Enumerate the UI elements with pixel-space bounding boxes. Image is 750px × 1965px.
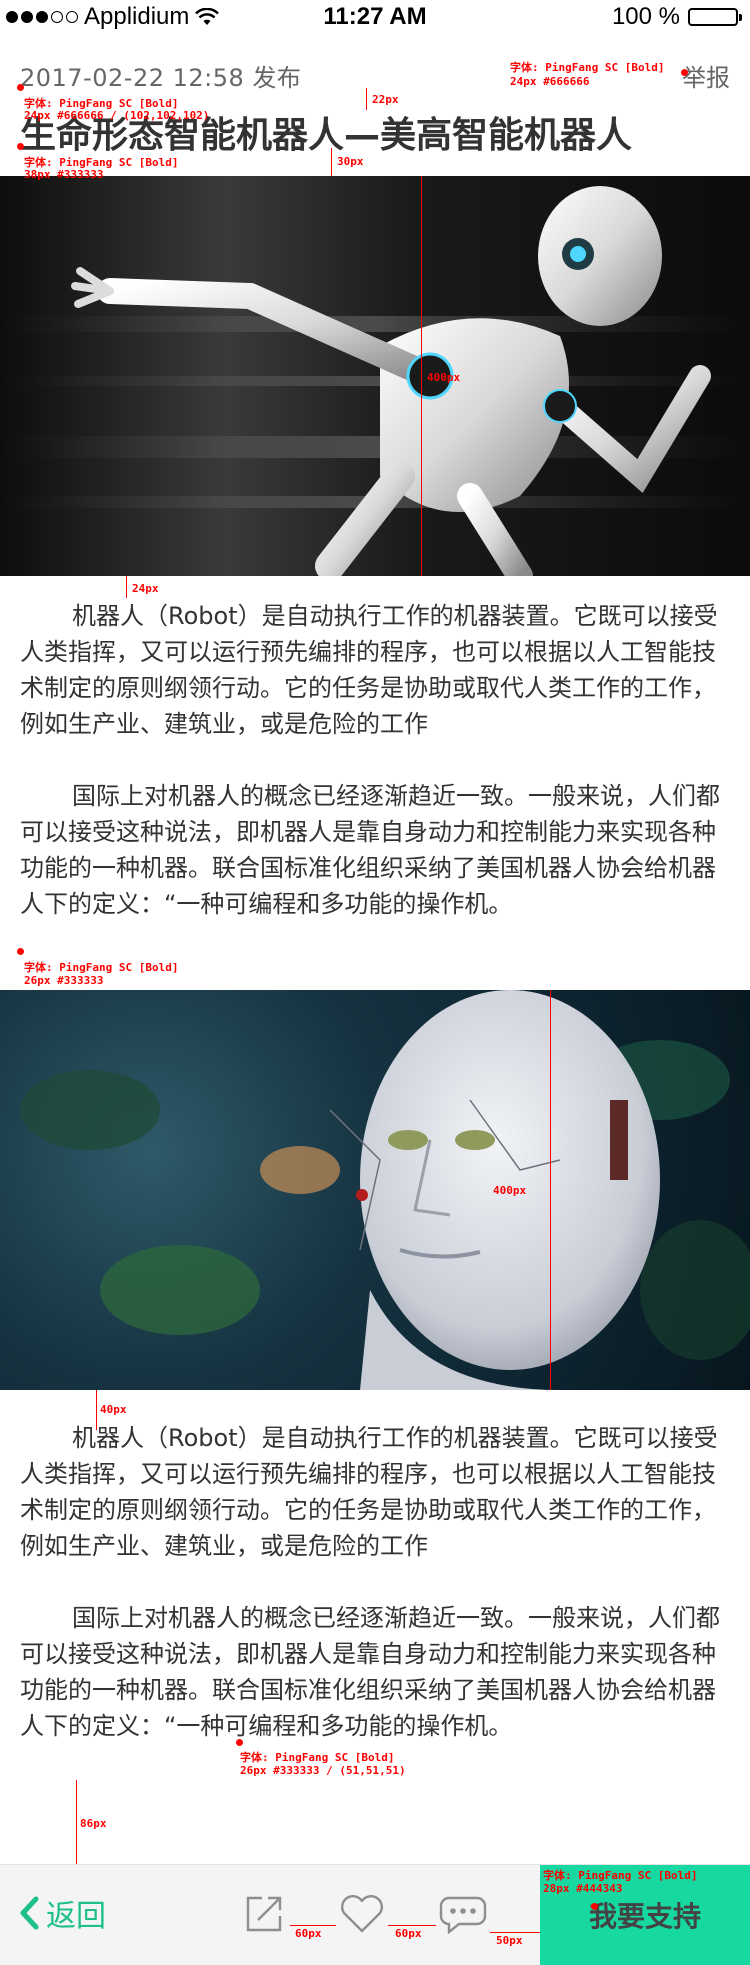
wifi-icon (195, 8, 220, 25)
anno-dot-para2 (236, 1739, 243, 1746)
status-time: 11:27 AM (323, 3, 427, 30)
share-icon (246, 1896, 282, 1932)
status-bar: Applidium 11:27 AM 100 % (0, 0, 750, 38)
support-button[interactable]: 我要支持 (540, 1865, 750, 1965)
anno-line-img1 (421, 176, 422, 576)
anno-line-50 (490, 1932, 540, 1933)
anno-dot-report (681, 69, 688, 76)
like-button[interactable] (335, 1887, 389, 1941)
anno-gap-60a: 60px (295, 1927, 322, 1940)
anno-gap-30: 30px (337, 155, 364, 168)
mannequin-illustration (20, 990, 750, 1390)
paragraph-2: 国际上对机器人的概念已经逐渐趋近一致。一般来说，人们都可以接受这种说法，即机器人… (20, 782, 720, 918)
anno-btn-font: 字体: PingFang SC [Bold] (543, 1869, 698, 1882)
anno-gap-24: 24px (132, 582, 159, 595)
anno-dot-para (17, 948, 24, 955)
anno-line-img2 (550, 990, 551, 1390)
page-title: 生命形态智能机器人—美高智能机器人 (20, 115, 633, 156)
heart-icon (341, 1894, 383, 1933)
anno-gap-40: 40px (100, 1403, 127, 1416)
anno-img1-height: 400px (427, 371, 461, 384)
anno-report-font: 字体: PingFang SC [Bold] (510, 61, 665, 74)
battery-percent: 100 % (611, 3, 680, 30)
anno-title-spec: 38px #333333 (24, 168, 104, 181)
anno-gap-50: 50px (496, 1934, 523, 1947)
status-right: 100 % (611, 3, 742, 31)
anno-gap-60b: 60px (395, 1927, 422, 1940)
share-button[interactable] (237, 1887, 291, 1941)
anno-meta-spec: 24px #666666 / (102,102,102) (24, 109, 210, 122)
anno-btn-spec: 28px #444343 (543, 1882, 623, 1895)
status-left: Applidium (6, 3, 220, 31)
anno-report-spec: 24px #666666 (510, 75, 590, 88)
anno-img2-height: 400px (493, 1184, 527, 1197)
robot-image (0, 176, 750, 576)
anno-gap-86: 86px (80, 1817, 107, 1830)
anno-dot-meta (17, 84, 24, 91)
anno-para-spec: 26px #333333 (24, 974, 104, 987)
anno-line-60b (388, 1925, 436, 1926)
anno-dot-title (17, 143, 24, 150)
anno-dot-btn (591, 1903, 598, 1910)
anno-line-40 (96, 1390, 97, 1430)
back-label: 返回 (46, 1899, 106, 1934)
robot-illustration (0, 186, 750, 576)
chevron-left-icon (20, 1896, 39, 1930)
anno-line-30 (331, 148, 332, 176)
anno-gap-22: 22px (372, 93, 399, 106)
anno-title-font: 字体: PingFang SC [Bold] (24, 156, 179, 169)
publish-meta: 2017-02-22 12:58 发布 (20, 64, 302, 92)
paragraph-4: 国际上对机器人的概念已经逐渐趋近一致。一般来说，人们都可以接受这种说法，即机器人… (20, 1604, 720, 1740)
bottom-bar: 返回 我要支持 (0, 1864, 750, 1965)
anno-para-font: 字体: PingFang SC [Bold] (24, 961, 179, 974)
paragraph-3: 机器人（Robot）是自动执行工作的机器装置。它既可以接受人类指挥，又可以运行预… (20, 1424, 718, 1560)
signal-icon (6, 11, 78, 23)
back-button[interactable]: 返回 (18, 1891, 106, 1935)
comment-icon (439, 1896, 487, 1934)
paragraph-1: 机器人（Robot）是自动执行工作的机器装置。它既可以接受人类指挥，又可以运行预… (20, 602, 718, 738)
comment-button[interactable] (436, 1887, 490, 1941)
anno-line-60a (290, 1925, 336, 1926)
battery-icon (688, 8, 742, 26)
anno-line-86 (76, 1780, 77, 1866)
report-link[interactable]: 举报 (682, 64, 730, 92)
anno-line-24 (126, 576, 127, 598)
anno-para2-font: 字体: PingFang SC [Bold] (240, 1751, 395, 1764)
anno-para2-spec: 26px #333333 / (51,51,51) (240, 1764, 406, 1777)
anno-meta-font: 字体: PingFang SC [Bold] (24, 97, 179, 110)
anno-line-22 (366, 88, 367, 110)
mannequin-image (0, 990, 750, 1390)
carrier-name: Applidium (84, 3, 190, 30)
